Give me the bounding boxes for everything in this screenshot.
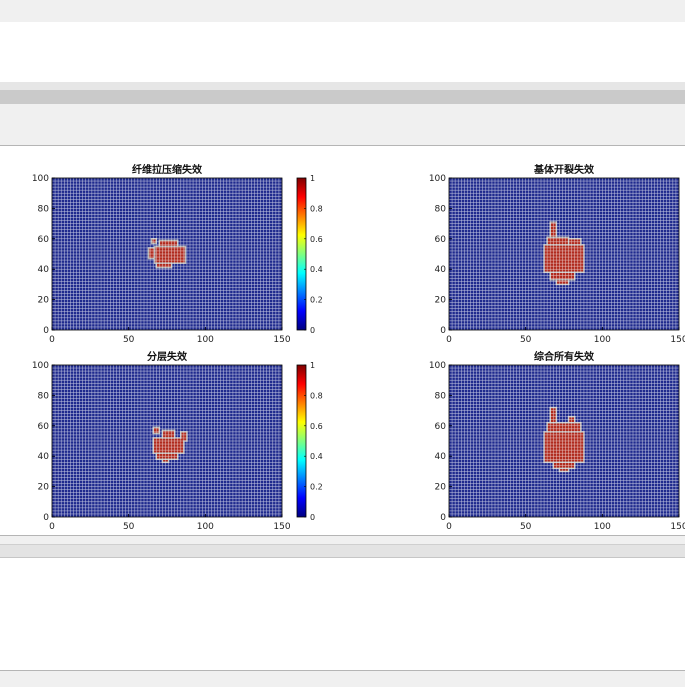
- damage-fill-3: [157, 263, 171, 267]
- subplot-1: 0 50 100 150 0 20 40 60 80 100 纤维拉压缩失效 0 0.2 0.4 0.6 0.…: [32, 163, 323, 345]
- damage-fill-1: [149, 248, 154, 258]
- colorbar-tick-label: 0.6: [310, 422, 323, 431]
- y-tick-label: 60: [38, 422, 50, 432]
- y-tick-label: 0: [440, 326, 446, 336]
- mesh-grid: [448, 177, 680, 331]
- subplot-title: 基体开裂失效: [533, 163, 595, 176]
- x-tick-label: 150: [670, 335, 685, 345]
- subplot-title: 纤维拉压缩失效: [132, 163, 203, 176]
- colorbar-tick-label: 0.8: [310, 391, 323, 400]
- y-tick-label: 60: [38, 235, 50, 245]
- y-tick-label: 40: [38, 452, 50, 462]
- y-tick-label: 0: [43, 513, 49, 523]
- y-tick-label: 100: [32, 361, 49, 371]
- subplot-title: 分层失效: [147, 350, 188, 363]
- axes-frame: [448, 364, 680, 518]
- axes-frame: [51, 177, 283, 331]
- title-area: [0, 22, 685, 82]
- colorbar: [296, 177, 307, 331]
- y-tick-label: 20: [38, 296, 50, 306]
- y-tick-label: 100: [32, 174, 49, 184]
- subplot-2: 0 50 100 150 0 20 40 60 80 100 基体开裂失效: [429, 163, 685, 345]
- x-tick-label: 50: [123, 522, 135, 532]
- y-tick-label: 0: [440, 513, 446, 523]
- x-tick-label: 0: [49, 522, 55, 532]
- colorbar-tick-label: 1: [310, 174, 315, 183]
- colorbar: [296, 364, 307, 518]
- x-tick-label: 0: [49, 335, 55, 345]
- y-tick-label: 20: [435, 483, 447, 493]
- colorbar-tick-label: 0.6: [310, 235, 323, 244]
- y-tick-label: 20: [38, 483, 50, 493]
- x-tick-label: 150: [670, 522, 685, 532]
- y-tick-label: 100: [429, 361, 446, 371]
- colorbar-tick-label: 0: [310, 326, 315, 335]
- y-tick-label: 20: [435, 296, 447, 306]
- bottom-area: [0, 558, 685, 670]
- damage-fill-4: [152, 239, 156, 243]
- x-tick-label: 50: [520, 522, 532, 532]
- y-tick-label: 60: [435, 235, 447, 245]
- x-tick-label: 100: [197, 335, 214, 345]
- toolbar-strip: [0, 82, 685, 90]
- colorbar-tick-label: 0.8: [310, 204, 323, 213]
- x-tick-label: 50: [520, 335, 532, 345]
- y-tick-label: 40: [38, 265, 50, 275]
- toolbar-area: [0, 104, 685, 146]
- y-tick-label: 60: [435, 422, 447, 432]
- figure-panel: 0 50 100 150 0 20 40 60 80 100 纤维拉压缩失效 0 0.2 0.4 0.6 0.…: [0, 145, 685, 536]
- toolbar-divider: [0, 90, 685, 104]
- x-tick-label: 0: [446, 522, 452, 532]
- y-tick-label: 80: [435, 391, 447, 401]
- y-tick-label: 80: [38, 204, 50, 214]
- x-tick-label: 50: [123, 335, 135, 345]
- subplot-4: 0 50 100 150 0 20 40 60 80 100 综合所有失效: [429, 350, 685, 532]
- mesh-grid: [448, 364, 680, 518]
- colorbar-tick-label: 0.4: [310, 452, 323, 461]
- figure-canvas: 0 50 100 150020406080100纤维拉压缩失效00.20.40.60.…: [32, 163, 685, 532]
- axes-frame: [51, 364, 283, 518]
- y-tick-label: 0: [43, 326, 49, 336]
- damage-fill-5: [566, 423, 581, 432]
- axes-frame: [448, 177, 680, 331]
- top-strip: [0, 0, 685, 23]
- x-tick-label: 150: [273, 522, 290, 532]
- colorbar-tick-label: 0: [310, 513, 315, 522]
- damage-fill-2: [560, 469, 568, 471]
- x-tick-label: 100: [594, 522, 611, 532]
- colorbar-tick-label: 1: [310, 361, 315, 370]
- y-tick-label: 100: [429, 174, 446, 184]
- x-tick-label: 0: [446, 335, 452, 345]
- mesh-grid: [51, 364, 283, 518]
- x-tick-label: 100: [594, 335, 611, 345]
- colorbar-tick-label: 0.4: [310, 265, 323, 274]
- x-tick-label: 100: [197, 522, 214, 532]
- colorbar-tick-label: 0.2: [310, 296, 323, 305]
- damage-fill-0: [544, 245, 584, 272]
- status-strip-1: [0, 536, 685, 545]
- y-tick-label: 80: [38, 391, 50, 401]
- damage-fill-3: [547, 238, 568, 245]
- status-strip-2: [0, 545, 685, 558]
- subplot-title: 综合所有失效: [534, 350, 595, 363]
- x-tick-label: 150: [273, 335, 290, 345]
- y-tick-label: 40: [435, 452, 447, 462]
- bottom-strip: [0, 670, 685, 687]
- colorbar-tick-label: 0.2: [310, 483, 323, 492]
- y-tick-label: 80: [435, 204, 447, 214]
- y-tick-label: 40: [435, 265, 447, 275]
- subplot-3: 0 50 100 150 0 20 40 60 80 100 分层失效 0 0.2 0.4 0.6 0.8 1: [32, 350, 323, 532]
